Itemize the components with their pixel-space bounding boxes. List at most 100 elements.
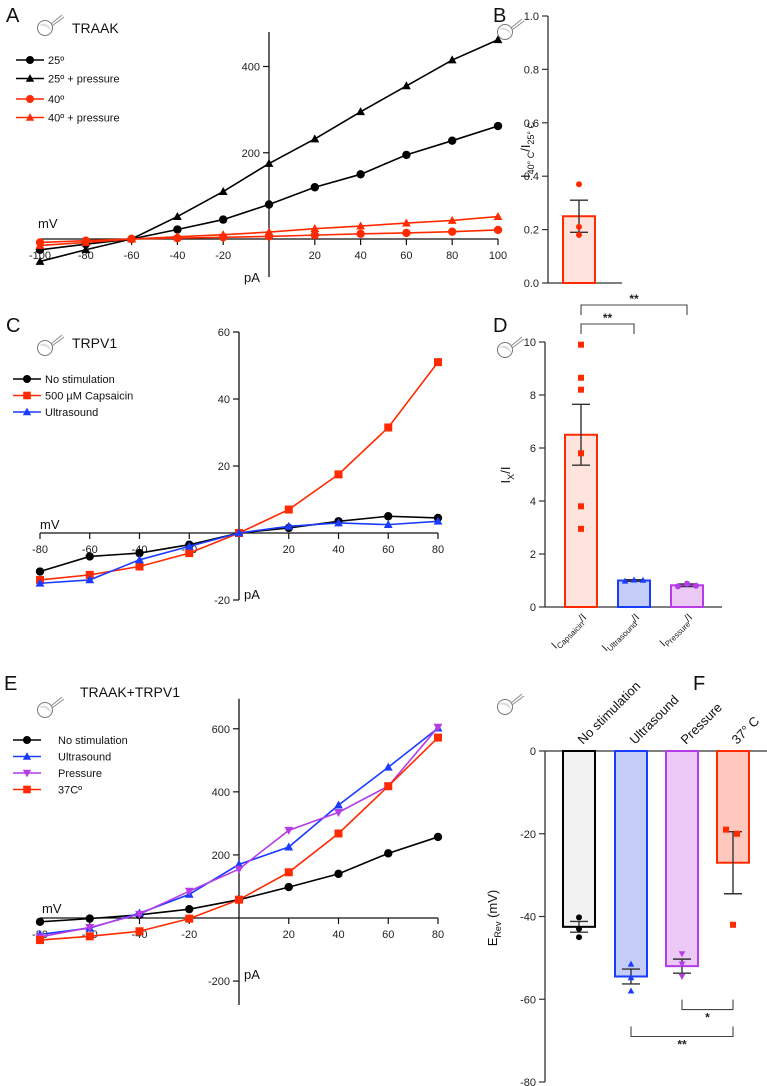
- label-part: I: [518, 174, 533, 178]
- y-axis-label-D: IX/I: [498, 467, 516, 484]
- y-axis-label: I40° C/I25° C: [518, 121, 536, 178]
- panel-letter: B: [493, 5, 506, 27]
- data-point: [356, 221, 365, 230]
- cell-shade-icon: [498, 345, 511, 353]
- significance-label: *: [705, 1011, 710, 1025]
- data-point: [135, 910, 144, 919]
- pipette-icon: [51, 336, 65, 347]
- data-point: [135, 555, 144, 564]
- panel-letter: D: [493, 315, 507, 337]
- category-label: ICapsaicin/I: [549, 612, 589, 652]
- legend-label: 37Cº: [58, 785, 82, 797]
- panel-C: CTRPV1-80-60-40-2020406080-20204060mVpAN…: [6, 315, 444, 607]
- y-tick-label: 400: [212, 787, 230, 799]
- data-point: [493, 225, 503, 235]
- panel-title: TRPV1: [72, 335, 117, 351]
- y-tick-label: 4: [530, 496, 536, 508]
- data-point: [184, 887, 194, 896]
- label-part: (mV): [485, 890, 500, 922]
- pipette-icon: [50, 14, 63, 25]
- data-point: [384, 423, 393, 432]
- category-label: Ultrasound: [627, 692, 682, 747]
- data-point: [85, 924, 95, 933]
- data-point: [173, 211, 182, 220]
- legend-item: 25º: [16, 55, 64, 67]
- y-axis-label-F: ERev (mV): [485, 890, 503, 946]
- panel-B: B 0.0 0.2 0.4 0.6 0.8 1.0: [493, 5, 622, 290]
- data-point: [35, 240, 45, 249]
- category-label-text: IPressure/I: [658, 612, 697, 651]
- data-point: [234, 528, 244, 537]
- data-point: [576, 925, 582, 932]
- y-tick-label: 0.4: [524, 171, 539, 183]
- data-point: [578, 374, 584, 381]
- x-tick-label: 60: [382, 929, 394, 941]
- legend-label: 25º: [48, 55, 64, 67]
- data-point: [81, 237, 91, 246]
- pipette-icon: [50, 696, 63, 707]
- y-tick-label: 400: [242, 62, 260, 74]
- panel-letter: C: [6, 315, 20, 337]
- y-tick-label: -20: [520, 829, 536, 841]
- legend-label: 40º + pressure: [48, 113, 120, 125]
- data-point: [578, 341, 584, 348]
- x-tick-label: -60: [82, 544, 98, 556]
- legend-label: 500 µM Capsaicin: [45, 391, 133, 403]
- data-point: [310, 230, 319, 240]
- data-point: [723, 826, 729, 833]
- legend-item: 40º: [16, 94, 64, 106]
- legend-item: Pressure: [13, 768, 102, 780]
- pipette-icon: [510, 693, 523, 704]
- y-tick-label: 8: [530, 390, 536, 402]
- data-point: [35, 567, 45, 576]
- series-40-pressure: [35, 211, 503, 249]
- y-tick-label: -40: [520, 912, 536, 924]
- legend-item: 25º + pressure: [16, 74, 120, 86]
- data-point: [85, 932, 94, 941]
- data-point: [264, 158, 274, 167]
- bar: [617, 579, 651, 608]
- data-point: [85, 575, 95, 584]
- data-point: [402, 81, 411, 90]
- legend-marker: [22, 769, 32, 778]
- data-point: [448, 136, 457, 145]
- data-point: [173, 232, 182, 241]
- category-label: 37° C: [729, 713, 763, 747]
- y-tick-label: 20: [218, 461, 230, 473]
- label-part: I: [498, 480, 513, 484]
- y-axis-label: IX/I: [498, 467, 516, 484]
- pipette-icon: [51, 698, 65, 709]
- legend-item: No stimulation: [13, 735, 128, 747]
- data-point: [185, 914, 194, 923]
- x-tick-label: 80: [432, 929, 444, 941]
- legend-item: Ultrasound: [13, 752, 111, 764]
- legend-item: 500 µM Capsaicin: [13, 391, 133, 403]
- series-pressure: [35, 723, 443, 942]
- y-tick-label: -200: [208, 976, 230, 988]
- data-point: [310, 183, 319, 192]
- legend-item: No stimulation: [13, 374, 115, 386]
- data-point: [621, 577, 629, 584]
- legend-marker: [25, 74, 35, 82]
- pipette-icon: [510, 18, 523, 29]
- data-point: [218, 230, 228, 239]
- panel-D: D 0 2 4 6 8 10: [493, 315, 722, 614]
- legend-label: No stimulation: [45, 374, 115, 386]
- y-tick-label: 0: [530, 602, 536, 614]
- data-point: [678, 961, 686, 968]
- y-axis-label: pA: [244, 967, 260, 982]
- legend-marker: [22, 407, 32, 416]
- legend-label: 25º + pressure: [48, 74, 120, 86]
- significance-label: **: [603, 311, 613, 325]
- x-tick-label: -60: [124, 250, 140, 262]
- cell-shade-icon: [498, 702, 511, 710]
- data-point: [434, 733, 442, 742]
- data-point: [334, 518, 343, 527]
- data-point: [219, 215, 228, 224]
- data-point: [383, 762, 393, 771]
- legend-marker: [26, 95, 34, 103]
- y-axis-label: pA: [244, 587, 260, 602]
- x-tick-label: 20: [283, 544, 295, 556]
- x-tick-label: 80: [446, 250, 458, 262]
